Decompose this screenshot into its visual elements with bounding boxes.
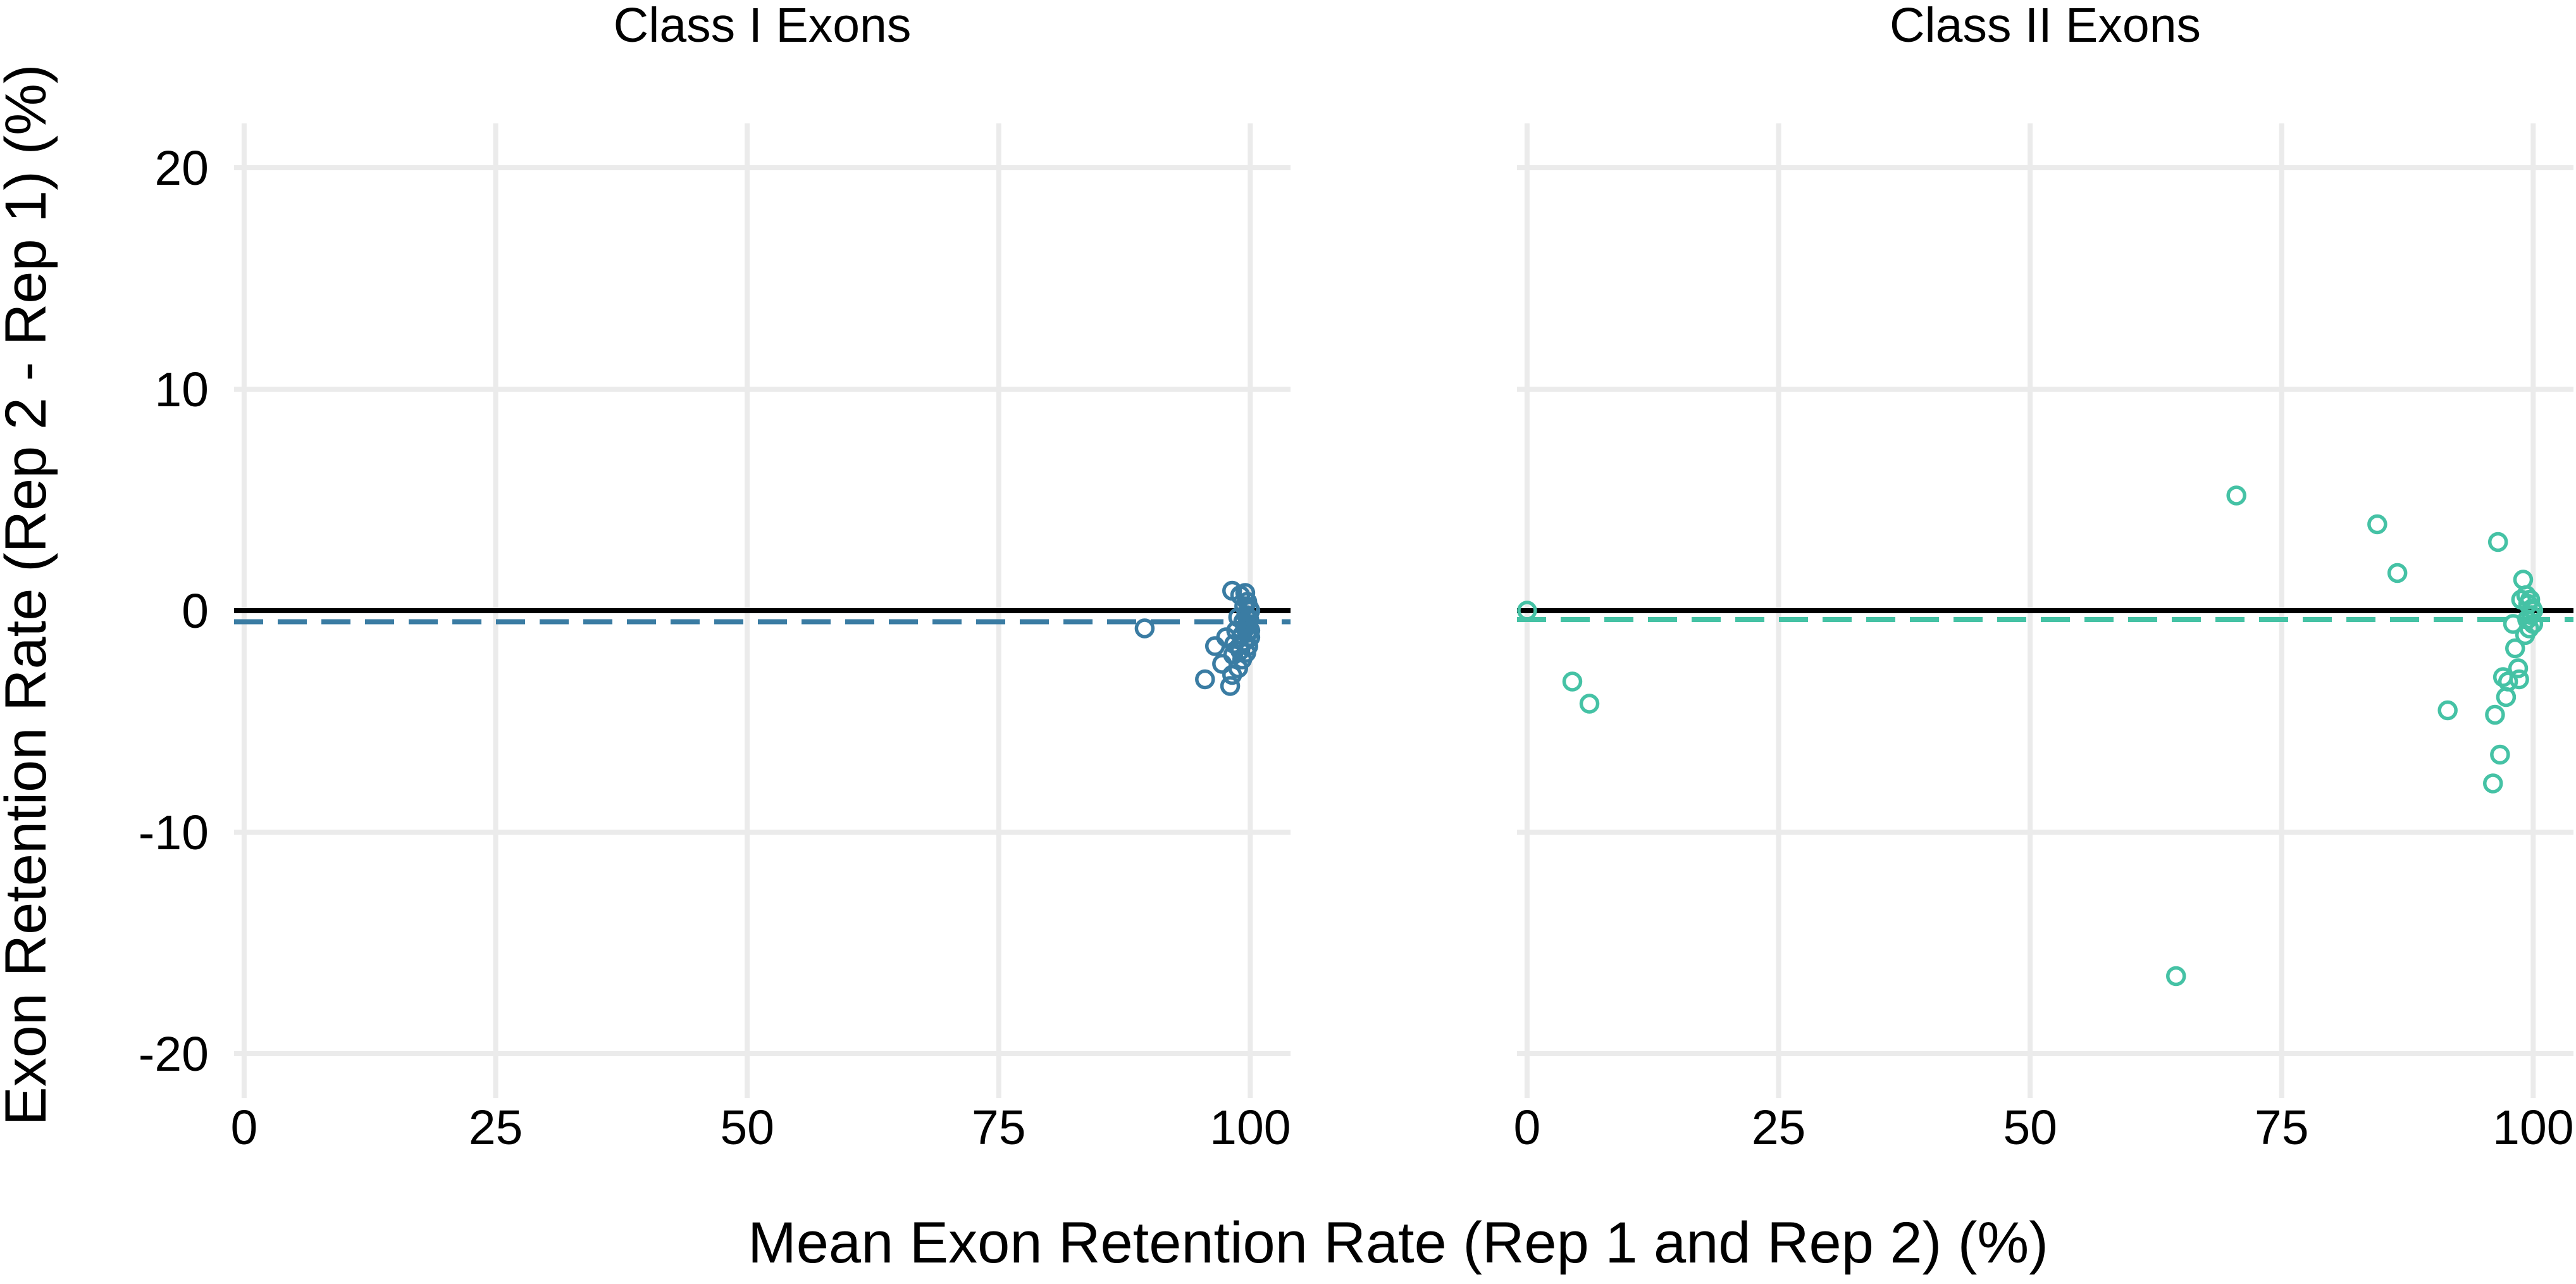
x-tick-label: 0 bbox=[230, 1100, 257, 1155]
data-point bbox=[1240, 620, 1261, 641]
x-tick-label: 75 bbox=[972, 1100, 1026, 1155]
data-point bbox=[2367, 514, 2387, 535]
x-tick-label: 100 bbox=[2492, 1100, 2573, 1155]
panel-title: Class II Exons bbox=[1890, 0, 2201, 53]
data-point bbox=[2508, 658, 2529, 678]
data-point bbox=[1579, 694, 1600, 714]
data-point bbox=[2490, 744, 2510, 765]
data-point bbox=[2509, 669, 2529, 690]
x-tick-label: 50 bbox=[720, 1100, 774, 1155]
data-point bbox=[1562, 671, 1583, 692]
data-point bbox=[2523, 601, 2544, 621]
data-point bbox=[1134, 618, 1155, 639]
y-tick-label: 0 bbox=[182, 584, 209, 639]
x-tick-label: 25 bbox=[469, 1100, 523, 1155]
data-point bbox=[2505, 638, 2525, 659]
data-point bbox=[2483, 773, 2503, 794]
data-point bbox=[2437, 700, 2458, 721]
x-tick-label: 100 bbox=[1210, 1100, 1291, 1155]
data-point bbox=[2485, 704, 2505, 725]
data-point bbox=[2513, 570, 2534, 590]
data-point bbox=[2487, 532, 2508, 552]
y-tick-label: 20 bbox=[154, 141, 209, 196]
data-point bbox=[2498, 671, 2518, 692]
y-tick-label: -20 bbox=[139, 1027, 209, 1081]
data-point bbox=[1240, 627, 1261, 647]
x-tick-label: 50 bbox=[2003, 1100, 2057, 1155]
y-tick-label: -10 bbox=[139, 806, 209, 860]
data-point bbox=[2166, 966, 2186, 987]
y-tick-label: 10 bbox=[154, 363, 209, 417]
data-point bbox=[2523, 614, 2544, 634]
data-point bbox=[1204, 636, 1225, 656]
data-point bbox=[1240, 601, 1261, 621]
x-tick-label: 25 bbox=[1752, 1100, 1806, 1155]
y-axis-title: Exon Retention Rate (Rep 2 - Rep 1) (%) bbox=[0, 64, 58, 1125]
panel-title: Class I Exons bbox=[614, 0, 912, 53]
data-point bbox=[1220, 676, 1241, 696]
x-axis-title: Mean Exon Retention Rate (Rep 1 and Rep … bbox=[748, 1211, 2048, 1275]
panel-1: Class I Exons 0 25 50 75 100 -20 -10 0 10 20 bbox=[139, 0, 1291, 1155]
data-point bbox=[2387, 563, 2408, 583]
panel-2: Class II Exons 0 25 50 75 100 bbox=[1513, 0, 2573, 1155]
data-point bbox=[1195, 669, 1215, 690]
x-tick-label: 0 bbox=[1513, 1100, 1540, 1155]
data-point bbox=[2226, 485, 2246, 506]
x-tick-label: 75 bbox=[2255, 1100, 2309, 1155]
data-point bbox=[2519, 618, 2539, 639]
data-point bbox=[1517, 601, 1537, 621]
